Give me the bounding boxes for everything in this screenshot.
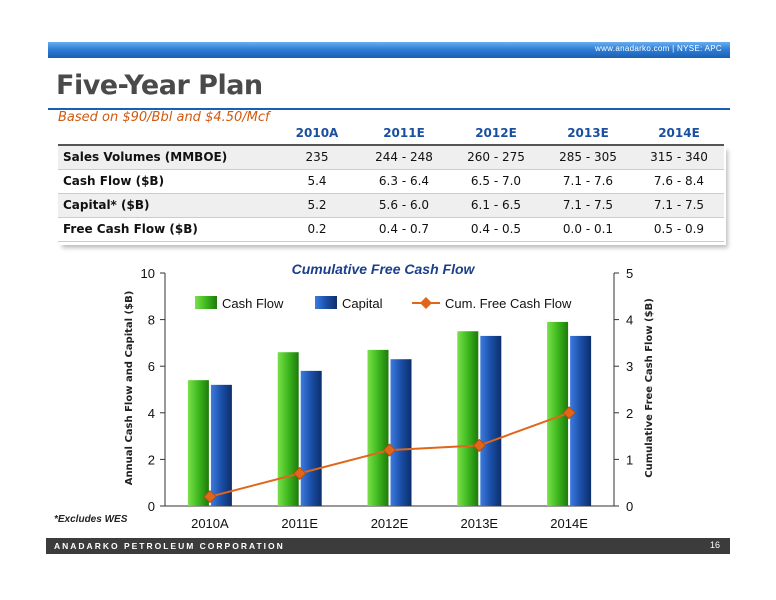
table-cell: 285 - 305 (542, 144, 634, 170)
table-cell: 0.4 - 0.7 (358, 217, 450, 242)
cum-free-cash-flow-point (293, 466, 307, 480)
table-cell: 6.1 - 6.5 (450, 193, 542, 218)
capital-bar (570, 335, 592, 506)
cash-flow-bar (367, 349, 389, 506)
cum-free-cash-flow-point (203, 490, 217, 504)
x-tick-label: 2011E (281, 516, 318, 531)
y2-tick-label: 1 (626, 452, 633, 467)
capital-bar (210, 384, 232, 506)
top-banner: www.anadarko.com | NYSE: APC (48, 42, 730, 58)
legend-label: Cum. Free Cash Flow (445, 296, 572, 311)
y2-tick-label: 5 (626, 266, 633, 281)
y-tick-label: 4 (148, 406, 155, 421)
company-name: ANADARKO PETROLEUM CORPORATION (54, 541, 285, 551)
cum-free-cash-flow-point (382, 443, 397, 457)
y-tick-label: 2 (148, 452, 155, 467)
table-cell: 7.1 - 7.5 (542, 193, 634, 218)
header-cell: 2011E (383, 126, 425, 140)
y2-tick-label: 0 (626, 499, 633, 514)
page-title: Five-Year Plan (56, 70, 263, 101)
plan-table-container: 2010A 2011E 2012E 2013E 2014E Sales Volu… (58, 122, 724, 242)
table-row: Sales Volumes (MMBOE) 235 244 - 248 260 … (58, 144, 724, 170)
x-tick-label: 2012E (371, 516, 409, 531)
y2-tick-label: 2 (626, 406, 633, 421)
header-cell: 2014E (658, 126, 700, 140)
cash-flow-bar (547, 321, 569, 506)
table-cell: 6.5 - 7.0 (450, 169, 542, 194)
chart-title: Cumulative Free Cash Flow (292, 261, 476, 277)
table-cell: 235 (276, 144, 358, 170)
table-cell: 315 - 340 (634, 144, 724, 170)
plan-table: 2010A 2011E 2012E 2013E 2014E Sales Volu… (58, 122, 724, 242)
plot-area: 0 2 4 6 8 10 0 1 2 3 4 5 2010A 2011E 2012E 2013E 2014E (141, 266, 634, 531)
table-cell: 244 - 248 (358, 144, 450, 170)
capital-bar (480, 335, 502, 506)
legend-swatch-cash-flow (195, 296, 217, 309)
table-row: Free Cash Flow ($B) 0.2 0.4 - 0.7 0.4 - … (58, 217, 724, 242)
cash-flow-bar (457, 331, 479, 506)
y-axis-label: Annual Cash Flow and Capital ($B) (124, 291, 135, 486)
table-cell: 6.3 - 6.4 (358, 169, 450, 194)
capital-bar (390, 359, 412, 506)
y-tick-label: 10 (141, 266, 155, 281)
table-cell: 7.6 - 8.4 (634, 169, 724, 194)
cash-flow-bar (277, 352, 299, 506)
y-tick-label: 6 (148, 359, 155, 374)
y2-tick-label: 3 (626, 359, 633, 374)
x-tick-label: 2014E (550, 516, 588, 531)
table-cell: 5.2 (276, 193, 358, 218)
x-tick-label: 2010A (191, 516, 229, 531)
footer-bar: ANADARKO PETROLEUM CORPORATION 16 (46, 538, 730, 554)
cash-flow-bar (187, 380, 209, 506)
table-cell: 0.0 - 0.1 (542, 217, 634, 242)
footnote: *Excludes WES (54, 514, 128, 525)
title-divider (48, 108, 730, 110)
table-cell: 0.4 - 0.5 (450, 217, 542, 242)
table-row: Cash Flow ($B) 5.4 6.3 - 6.4 6.5 - 7.0 7… (58, 169, 724, 194)
table-cell: 7.1 - 7.5 (634, 193, 724, 218)
table-cell: 5.4 (276, 169, 358, 194)
header-cell: 2013E (567, 126, 609, 140)
row-label: Cash Flow ($B) (58, 169, 276, 194)
table-cell: 0.2 (276, 217, 358, 242)
table-cell: 5.6 - 6.0 (358, 193, 450, 218)
legend-label: Cash Flow (222, 296, 284, 311)
chart-legend: Cash Flow Capital Cum. Free Cash Flow (195, 296, 572, 311)
y2-tick-label: 4 (626, 313, 633, 328)
cash-flow-chart: Cumulative Free Cash Flow Annual Cash Fl… (124, 261, 655, 531)
cum-free-cash-flow-point (562, 406, 576, 420)
page-number: 16 (709, 540, 720, 550)
page-subtitle: Based on $90/Bbl and $4.50/Mcf (58, 110, 270, 125)
y-tick-label: 0 (148, 499, 155, 514)
x-tick-label: 2013E (461, 516, 499, 531)
site-url: www.anadarko.com | NYSE: APC (595, 44, 722, 53)
header-cell: 2010A (295, 126, 339, 140)
legend-label: Capital (342, 296, 383, 311)
header-cell (58, 122, 276, 145)
row-label: Capital* ($B) (58, 193, 276, 218)
y-tick-label: 8 (148, 313, 155, 328)
legend-swatch-capital (315, 296, 337, 309)
table-cell: 7.1 - 7.6 (542, 169, 634, 194)
row-label: Free Cash Flow ($B) (58, 217, 276, 242)
y2-axis-label: Cumulative Free Cash Flow ($B) (644, 298, 655, 478)
legend-marker-cum-free-cash-flow (420, 297, 432, 309)
header-cell: 2012E (475, 126, 517, 140)
table-row: Capital* ($B) 5.2 5.6 - 6.0 6.1 - 6.5 7.… (58, 193, 724, 218)
capital-bar (300, 370, 322, 506)
row-label: Sales Volumes (MMBOE) (58, 144, 276, 170)
table-cell: 260 - 275 (450, 144, 542, 170)
table-header-row: 2010A 2011E 2012E 2013E 2014E (58, 122, 724, 145)
cum-free-cash-flow-point (472, 438, 486, 452)
table-cell: 0.5 - 0.9 (634, 217, 724, 242)
